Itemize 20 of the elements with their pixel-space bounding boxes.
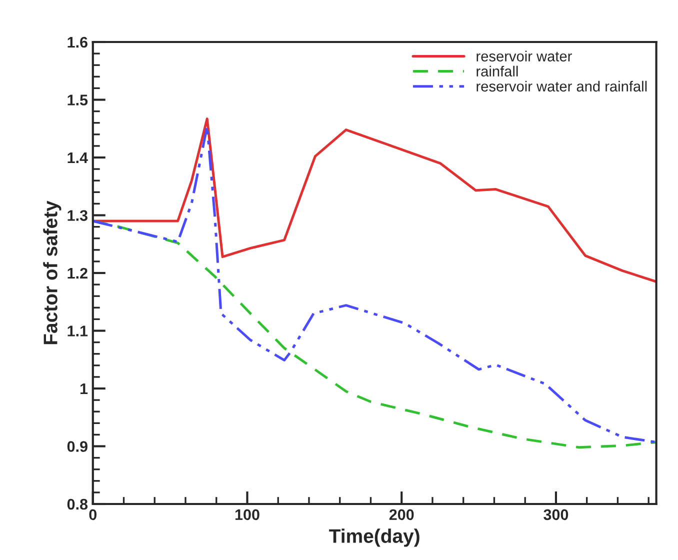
y-tick-label: 1.1 — [68, 326, 88, 336]
x-tick-label: 300 — [544, 509, 568, 520]
y-axis-title: Factor of safety — [43, 200, 62, 344]
legend-label: reservoir water and rainfall — [476, 80, 647, 92]
y-tick-label: 0.9 — [67, 441, 88, 452]
y-tick-label: 1.2 — [68, 268, 88, 279]
x-tick-label: 0 — [89, 509, 97, 520]
y-tick-label: 1.6 — [68, 36, 88, 48]
x-tick-label: 100 — [235, 509, 260, 520]
y-tick-label: 0.8 — [67, 498, 88, 510]
legend-label: reservoir water — [476, 50, 572, 62]
y-tick-label: 1 — [80, 384, 88, 394]
line-series — [92, 118, 656, 283]
x-axis-title: Time(day) — [329, 528, 420, 547]
x-tick-label: 200 — [389, 509, 414, 520]
y-tick-label: 1.4 — [68, 152, 88, 164]
line-series — [92, 125, 656, 444]
y-tick-label: 1.5 — [68, 94, 88, 106]
legend-label: rainfall — [476, 66, 518, 77]
y-tick-label: 1.3 — [68, 210, 88, 221]
